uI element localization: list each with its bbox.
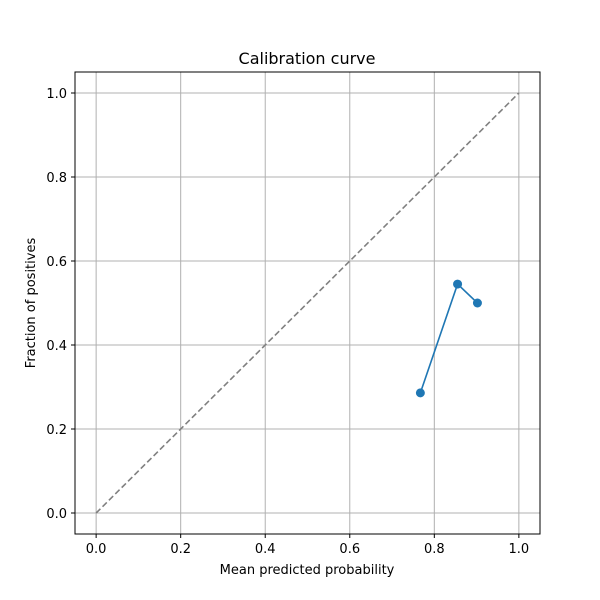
calibration-point (472, 298, 482, 308)
grid-lines (75, 72, 540, 534)
x-tick-label: 1.0 (509, 542, 530, 557)
axis-ticks: 0.0 0.2 0.4 0.6 0.8 1.0 0.0 0.2 0.4 0.6 0.8 1.0 (46, 87, 529, 557)
series-layer (95, 92, 520, 514)
y-tick-label: 0.6 (46, 255, 67, 270)
y-tick-label: 1.0 (46, 87, 67, 102)
x-tick-label: 0.8 (424, 542, 445, 557)
calibration-series-line (419, 282, 478, 394)
calibration-point (453, 279, 463, 289)
x-tick-label: 0.4 (255, 542, 276, 557)
y-axis-label: Fraction of positives (24, 238, 39, 369)
calibration-point (415, 388, 425, 398)
perfect-calibration-line (95, 92, 520, 514)
x-tick-label: 0.2 (170, 542, 191, 557)
x-tick-label: 0.0 (86, 542, 107, 557)
y-tick-label: 0.8 (46, 171, 67, 186)
chart-title: Calibration curve (239, 49, 376, 68)
x-tick-label: 0.6 (339, 542, 360, 557)
y-tick-label: 0.4 (46, 339, 67, 354)
y-tick-label: 0.2 (46, 423, 67, 438)
x-axis-label: Mean predicted probability (220, 563, 395, 578)
plot-frame (74, 71, 541, 535)
y-tick-label: 0.0 (46, 507, 67, 522)
